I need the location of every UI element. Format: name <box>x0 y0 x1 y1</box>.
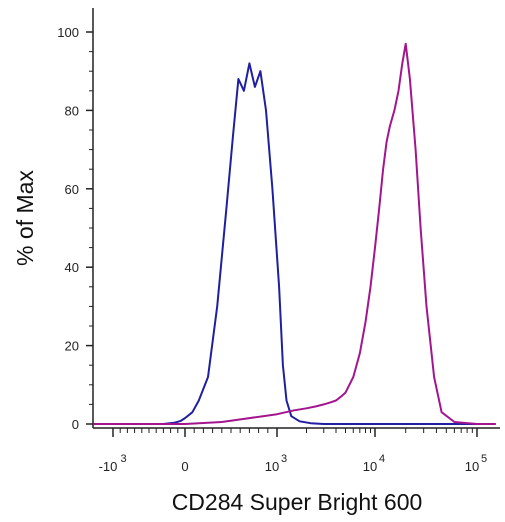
x-tick-base: 0 <box>181 459 188 474</box>
x-axis: -10 3 0 10 3 10 4 10 5 <box>99 428 487 474</box>
y-tick-label: 60 <box>65 182 79 197</box>
y-axis-title: % of Max <box>12 170 38 266</box>
y-tick-label: 40 <box>65 260 79 275</box>
series-layer <box>93 42 496 425</box>
x-tick-label: 10 4 <box>363 453 385 474</box>
x-tick-base: 10 <box>265 459 279 474</box>
y-tick-label: 0 <box>72 417 79 432</box>
x-tick-exponent: 5 <box>481 453 487 465</box>
y-tick-label: 20 <box>65 339 79 354</box>
series-line-2 <box>93 42 496 425</box>
x-tick-exponent: 4 <box>379 453 385 465</box>
x-tick-base: 10 <box>363 459 377 474</box>
x-tick-exponent: 3 <box>281 453 287 465</box>
y-axis: 0 20 40 60 80 100 <box>57 25 93 432</box>
x-tick-label: 10 3 <box>265 453 287 474</box>
y-tick-label: 80 <box>65 103 79 118</box>
y-tick-label: 100 <box>57 25 79 40</box>
x-tick-label: 10 5 <box>465 453 487 474</box>
x-axis-title: CD284 Super Bright 600 <box>172 489 423 515</box>
x-tick-label: -10 3 <box>99 453 127 474</box>
x-tick-base: 10 <box>465 459 479 474</box>
x-tick-base: -10 <box>99 459 118 474</box>
x-tick-label: 0 <box>181 459 188 474</box>
series-line-1 <box>93 62 496 425</box>
x-tick-exponent: 3 <box>121 453 127 465</box>
